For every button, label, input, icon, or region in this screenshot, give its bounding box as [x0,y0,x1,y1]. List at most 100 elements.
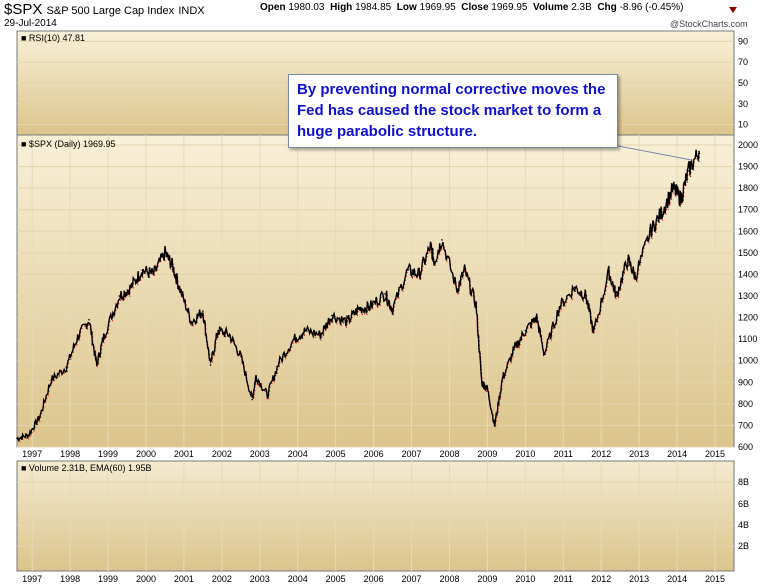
price-data-point [615,295,618,297]
volume-ytick-label: 8B [738,477,749,487]
price-ytick-label: 800 [738,399,753,409]
volume-xtick-label: 1998 [60,574,80,584]
price-xtick-label: 2006 [364,449,384,459]
price-data-point [331,314,333,317]
price-xtick-label: 2009 [477,449,497,459]
high-value: 1984.85 [355,2,392,13]
price-xtick-label: 1999 [98,449,118,459]
price-ytick-label: 600 [738,442,753,452]
chg-label: Chg [597,2,617,13]
price-data-point [608,271,610,274]
price-data-point [319,334,322,336]
price-data-point [433,260,436,263]
price-series-line [16,149,700,442]
price-data-point [501,377,504,379]
price-ytick-label: 2000 [738,140,758,150]
price-data-point [251,398,254,401]
low-label: Low [396,2,417,13]
price-data-point [558,305,561,308]
low-value: 1969.95 [419,2,456,13]
price-xtick-label: 1998 [60,449,80,459]
price-data-point [65,366,68,368]
rsi-ytick-label: 70 [738,57,748,67]
price-data-point [88,318,90,321]
price-data-point [687,170,690,172]
price-data-point [626,258,629,261]
volume-xtick-label: 1999 [98,574,118,584]
price-data-point [441,239,443,241]
close-value: 1969.95 [491,2,528,13]
price-data-point [429,245,432,248]
rsi-ytick-label: 50 [738,78,748,88]
price-ytick-label: 700 [738,420,753,430]
rsi-ytick-label: 90 [738,36,748,46]
price-data-point [130,286,132,289]
price-data-point [486,387,489,390]
price-xtick-label: 2010 [515,449,535,459]
volume-value: 2.3B [571,2,592,13]
price-ytick-label: 1100 [738,334,757,344]
price-data-point [672,187,675,189]
price-data-point [357,308,360,310]
volume-ytick-label: 2B [738,541,749,551]
price-data-point [16,437,18,440]
volume-xtick-label: 2008 [439,574,459,584]
price-data-point [661,211,663,213]
rsi-legend: ■ RSI(10) 47.81 [21,33,85,43]
price-data-point [293,338,295,340]
volume-ytick-label: 6B [738,499,749,509]
price-xtick-label: 1997 [22,449,42,459]
price-ytick-label: 900 [738,377,753,387]
watermark: @StockCharts.com [670,19,748,29]
price-ytick-label: 1400 [738,269,758,279]
price-ytick-label: 1700 [738,205,758,215]
volume-legend: ■ Volume 2.31B, EMA(60) 1.95B [21,463,152,473]
down-arrow-icon [729,7,737,13]
volume-xtick-label: 2009 [477,574,497,584]
volume-xtick-label: 1997 [22,574,42,584]
price-data-point [513,349,515,351]
symbol-title: $SPX S&P 500 Large Cap Index INDX [4,1,205,18]
price-xtick-label: 2000 [136,449,156,459]
price-data-point [240,355,242,358]
price-ytick-label: 1500 [738,248,758,258]
price-data-point [141,269,143,271]
open-value: 1980.03 [288,2,325,13]
volume-xtick-label: 2015 [705,574,725,584]
price-xtick-label: 2014 [667,449,687,459]
price-xtick-label: 2013 [629,449,649,459]
price-data-point [266,394,269,397]
price-ytick-label: 1800 [738,183,758,193]
volume-panel: 2B 4B 6B 8B 1997 1998 1999 2000 2001 2002 2003 2004… [16,460,749,584]
price-data-point [103,334,106,336]
price-ytick-label: 1300 [738,291,758,301]
price-data-point [202,310,204,312]
price-xtick-label: 2005 [326,449,346,459]
price-data-point [463,269,466,271]
price-data-point [649,230,652,233]
price-ytick-label: 1000 [738,356,758,366]
high-label: High [330,2,353,13]
price-data-point [475,303,477,306]
volume-xtick-label: 2014 [667,574,687,584]
price-data-point [209,364,212,366]
price-data-point [585,295,587,297]
chart-date: 29-Jul-2014 [4,18,57,29]
price-xtick-label: 2001 [174,449,194,459]
open-label: Open [260,2,286,13]
price-data-point [406,269,409,271]
price-xtick-label: 2011 [554,449,573,459]
price-data-point [384,293,386,295]
price-data-point [152,273,155,276]
volume-xtick-label: 2006 [364,574,384,584]
price-xtick-label: 2002 [212,449,232,459]
volume-xtick-label: 2012 [591,574,611,584]
price-ytick-label: 1600 [738,226,758,236]
rsi-ytick-label: 30 [738,99,748,109]
volume-xtick-label: 2011 [554,574,573,584]
close-label: Close [461,2,489,13]
price-data-point [50,379,52,381]
price-data-point [255,375,257,377]
price-legend: ■ $SPX (Daily) 1969.95 [21,139,115,149]
volume-ytick-label: 4B [738,520,749,530]
